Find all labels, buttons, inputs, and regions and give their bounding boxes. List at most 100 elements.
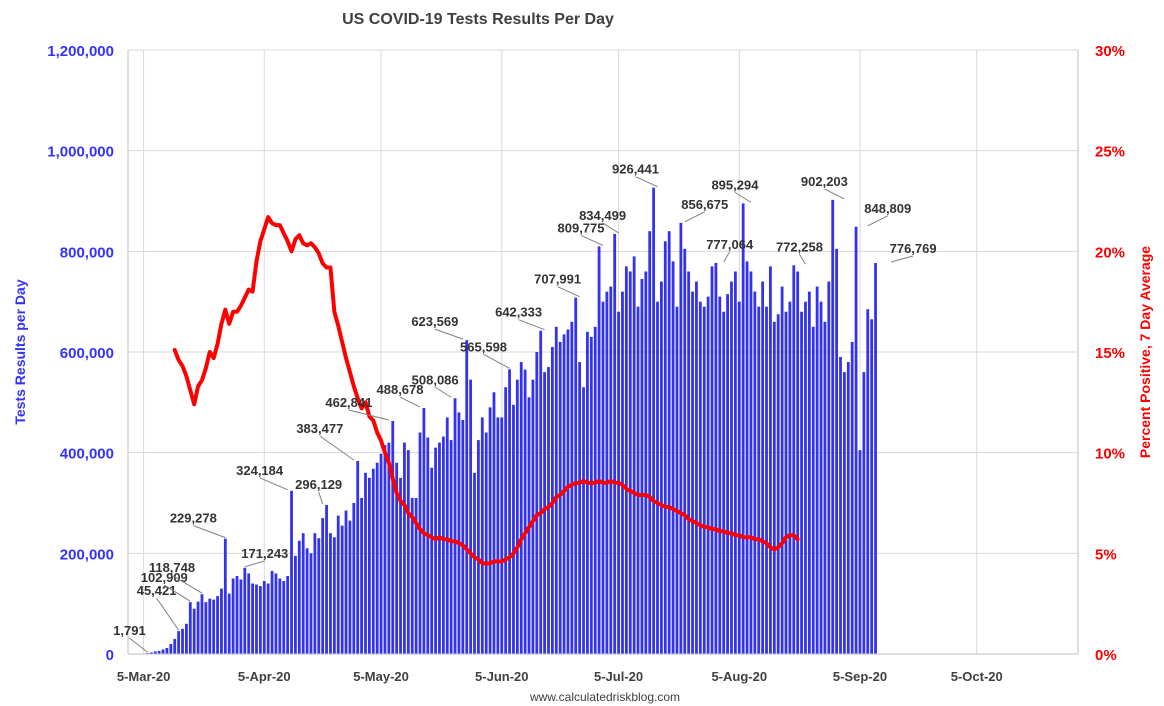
bar	[691, 291, 694, 654]
bar	[745, 261, 749, 654]
bar	[839, 357, 842, 654]
bar	[445, 417, 449, 654]
bar	[512, 404, 515, 654]
label-leader	[193, 525, 226, 539]
bar	[515, 379, 519, 654]
y2-tick-label: 0%	[1095, 647, 1117, 664]
bar	[874, 263, 877, 654]
x-tick-label: 5-Apr-20	[238, 669, 291, 684]
label-leader	[799, 254, 806, 265]
bar	[652, 187, 656, 654]
bar	[177, 631, 181, 654]
bar	[367, 477, 371, 654]
bar	[426, 437, 430, 654]
bar	[531, 379, 535, 654]
label-leader	[890, 255, 914, 263]
bar	[765, 306, 768, 654]
bar	[846, 362, 850, 654]
bar	[663, 241, 667, 654]
percent-positive-line	[172, 215, 800, 566]
bar	[718, 296, 722, 654]
bar	[827, 281, 831, 654]
bar	[231, 578, 235, 654]
bar	[815, 286, 819, 654]
y2-axis-label: Percent Positive, 7 Day Average	[1137, 246, 1153, 458]
bar	[243, 567, 247, 654]
bar	[352, 503, 356, 654]
bar	[811, 326, 815, 654]
bar	[702, 306, 706, 654]
bar	[329, 533, 332, 654]
bar	[624, 266, 628, 654]
bar	[667, 231, 671, 654]
x-tick-label: 5-Sep-20	[833, 669, 887, 684]
bar	[153, 651, 157, 654]
bar	[208, 598, 212, 654]
bar	[262, 581, 266, 654]
data-label: 623,569	[411, 314, 458, 329]
bar	[391, 421, 395, 654]
bar	[212, 599, 216, 654]
bar	[504, 387, 508, 654]
label-leader	[483, 353, 510, 369]
bar	[161, 649, 165, 654]
bar	[266, 583, 270, 654]
bar	[418, 432, 422, 654]
bar	[430, 467, 434, 654]
bar	[149, 652, 153, 654]
data-label: 45,421	[137, 583, 177, 598]
bar	[636, 306, 640, 654]
bar	[480, 417, 484, 654]
bar	[858, 450, 862, 654]
bar	[500, 417, 504, 654]
label-leader	[734, 191, 752, 203]
bar	[769, 266, 772, 654]
y-tick-label: 800,000	[60, 244, 114, 261]
bar	[220, 588, 223, 654]
bar	[488, 407, 492, 654]
bar	[554, 326, 558, 654]
bar	[181, 628, 184, 654]
bar	[605, 291, 609, 654]
bar	[371, 468, 375, 654]
label-leader	[259, 477, 288, 491]
bar	[601, 301, 605, 654]
bar	[185, 623, 188, 654]
bar	[508, 369, 511, 654]
label-leader	[824, 188, 845, 200]
bar	[465, 340, 469, 654]
bar	[558, 341, 562, 654]
y2-tick-label: 5%	[1095, 546, 1117, 563]
bar	[270, 570, 274, 654]
label-leader	[164, 584, 191, 602]
data-label: 383,477	[296, 421, 343, 436]
bar	[621, 291, 624, 654]
bar	[519, 362, 523, 654]
bar	[313, 533, 317, 654]
bar	[356, 460, 360, 654]
bar	[726, 294, 729, 654]
bar	[648, 231, 652, 654]
bar	[788, 301, 792, 654]
bar	[235, 575, 239, 654]
bar	[278, 578, 282, 654]
bar	[301, 533, 305, 654]
bar	[870, 319, 874, 654]
bar	[247, 573, 251, 654]
bar	[683, 248, 687, 654]
bar	[477, 440, 480, 654]
bar	[188, 602, 192, 654]
bar	[305, 548, 309, 654]
bar	[660, 281, 663, 654]
bar	[862, 372, 866, 654]
bar	[364, 472, 367, 654]
label-leader	[171, 574, 203, 594]
bar	[706, 296, 710, 654]
bar	[523, 369, 527, 654]
bar	[200, 594, 204, 654]
bar	[613, 233, 617, 654]
bar	[656, 301, 659, 654]
bar	[157, 650, 161, 654]
data-label: 902,203	[801, 174, 848, 189]
